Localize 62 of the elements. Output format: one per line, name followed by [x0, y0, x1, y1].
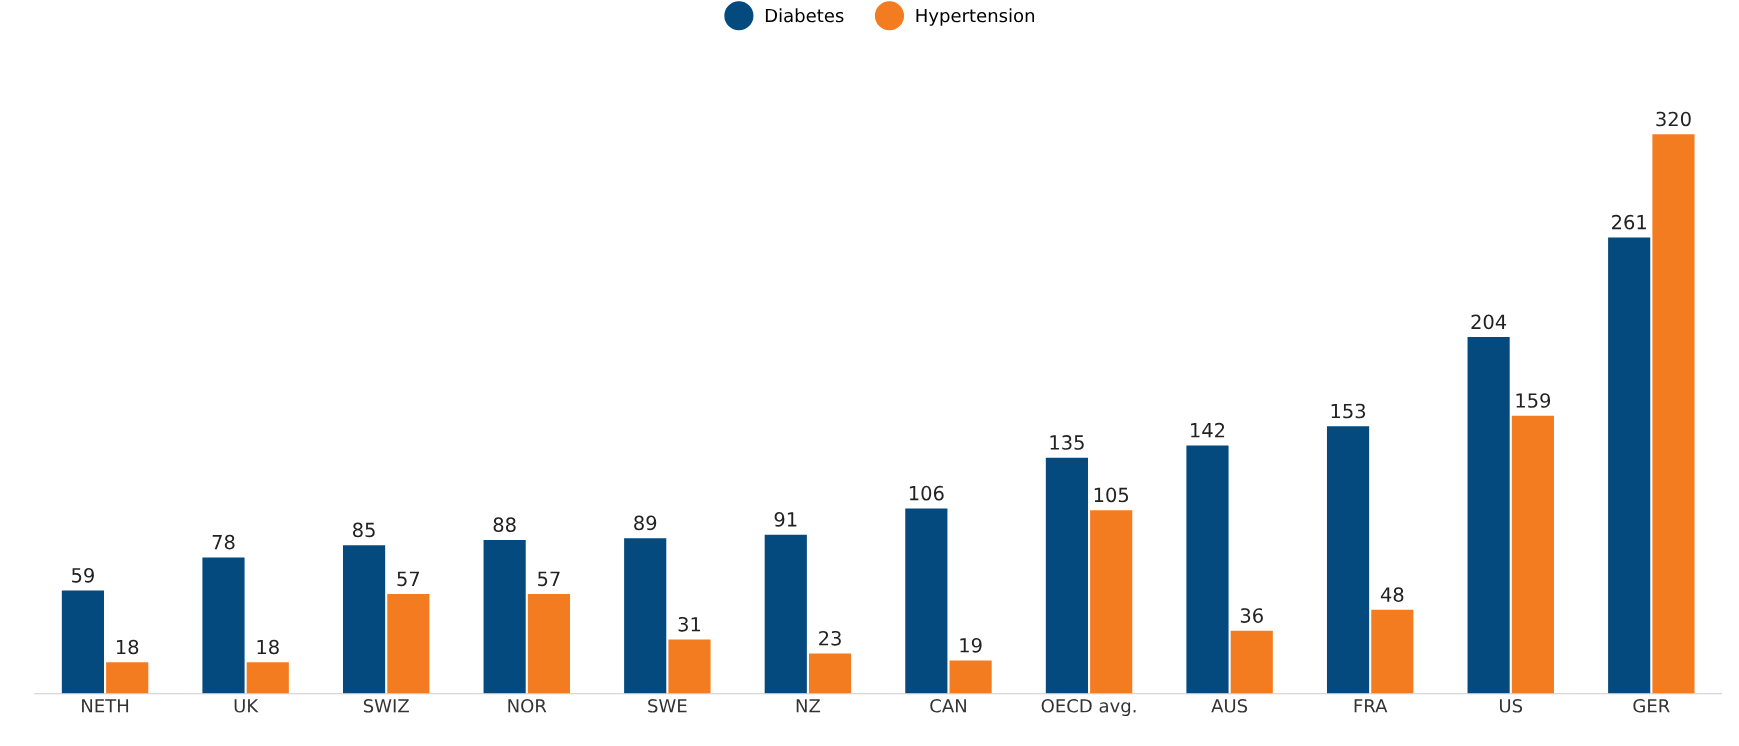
data-label: 19 [960, 637, 982, 653]
data-label: 85 [353, 522, 375, 538]
bar [668, 639, 711, 694]
legend-label: Hypertension [916, 8, 1035, 26]
bar [483, 539, 526, 694]
bar [1326, 426, 1370, 694]
data-label: 31 [678, 616, 701, 632]
data-label: 135 [1050, 435, 1084, 450]
data-label: 261 [1612, 214, 1646, 230]
bar [1045, 457, 1088, 694]
data-label: 59 [72, 567, 94, 583]
x-tick-label: NZ [796, 699, 821, 713]
data-label: 153 [1331, 403, 1366, 419]
data-label: 320 [1656, 111, 1691, 127]
data-label: 23 [819, 630, 841, 646]
bar [905, 508, 948, 694]
bar [106, 662, 149, 694]
data-label: 142 [1191, 422, 1225, 438]
data-label: 36 [1240, 608, 1263, 623]
bar [387, 594, 430, 694]
x-tick-label: CAN [930, 698, 966, 713]
bar [1511, 415, 1554, 694]
data-label: 18 [257, 639, 279, 655]
legend-label: Diabetes [765, 8, 844, 23]
bar [1608, 237, 1651, 694]
bar [1652, 134, 1695, 694]
bar [808, 653, 852, 694]
x-tick-label: AUS [1211, 698, 1248, 713]
x-tick-label: UK [234, 699, 259, 713]
x-tick-label: SWIZ [363, 698, 409, 713]
data-label: 57 [538, 571, 560, 587]
data-label: 105 [1094, 487, 1129, 503]
bar [764, 534, 807, 694]
data-label: 204 [1471, 314, 1507, 330]
data-label: 57 [397, 571, 420, 587]
x-tick-label: GER [1633, 698, 1670, 713]
data-label: 106 [909, 485, 944, 501]
bar [949, 660, 992, 694]
x-tick-label: SWE [648, 698, 687, 713]
data-label: 89 [634, 515, 657, 531]
bar [1230, 630, 1273, 694]
bar [527, 594, 570, 694]
bar [1186, 445, 1229, 694]
bar [1467, 337, 1510, 694]
bar [246, 662, 289, 694]
x-tick-label: NOR [508, 698, 547, 713]
data-label: 91 [774, 512, 797, 527]
x-tick-label: OECD avg. [1041, 698, 1136, 717]
bar [624, 538, 667, 694]
bar [1371, 609, 1414, 694]
bar [342, 545, 386, 694]
x-tick-label: NETH [82, 699, 129, 713]
bar [61, 590, 105, 694]
x-tick-label: US [1499, 698, 1523, 713]
data-label: 159 [1516, 393, 1551, 408]
bar [202, 557, 245, 694]
data-label: 78 [212, 534, 235, 550]
data-label: 88 [493, 517, 516, 532]
data-label: 48 [1380, 587, 1404, 602]
data-label: 18 [116, 639, 139, 655]
bar [1090, 510, 1133, 694]
x-tick-label: FRA [1354, 699, 1388, 713]
